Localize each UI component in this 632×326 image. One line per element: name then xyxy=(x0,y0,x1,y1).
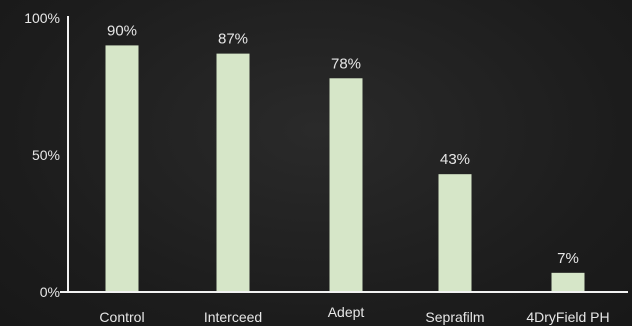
value-labels-group: 90% 87% 78% 43% 7% xyxy=(107,22,579,266)
bar-control xyxy=(105,45,139,293)
y-axis-ticks: 0% 50% 100% xyxy=(24,10,60,300)
bar-value-label: 78% xyxy=(331,55,361,72)
category-label: Control xyxy=(99,309,144,325)
bar-4dryfield-ph xyxy=(551,272,585,292)
bar-value-label: 90% xyxy=(107,22,137,39)
bar-interceed xyxy=(216,53,250,293)
bar-adept xyxy=(329,78,363,292)
bar-value-label: 7% xyxy=(557,250,579,267)
category-label: 4DryField PH xyxy=(526,309,609,325)
y-tick-label: 0% xyxy=(40,284,60,300)
bar-value-label: 87% xyxy=(218,31,248,48)
y-tick-label: 50% xyxy=(32,147,60,163)
category-label: Seprafilm xyxy=(425,309,484,325)
category-label: Adept xyxy=(328,304,365,320)
bars-group xyxy=(105,45,585,293)
x-axis-labels: Control Interceed Adept Seprafilm 4DryField … xyxy=(99,304,609,325)
y-tick-label: 100% xyxy=(24,10,60,26)
bar-value-label: 43% xyxy=(440,151,470,168)
category-label: Interceed xyxy=(204,309,262,325)
bar-seprafilm xyxy=(438,174,472,292)
